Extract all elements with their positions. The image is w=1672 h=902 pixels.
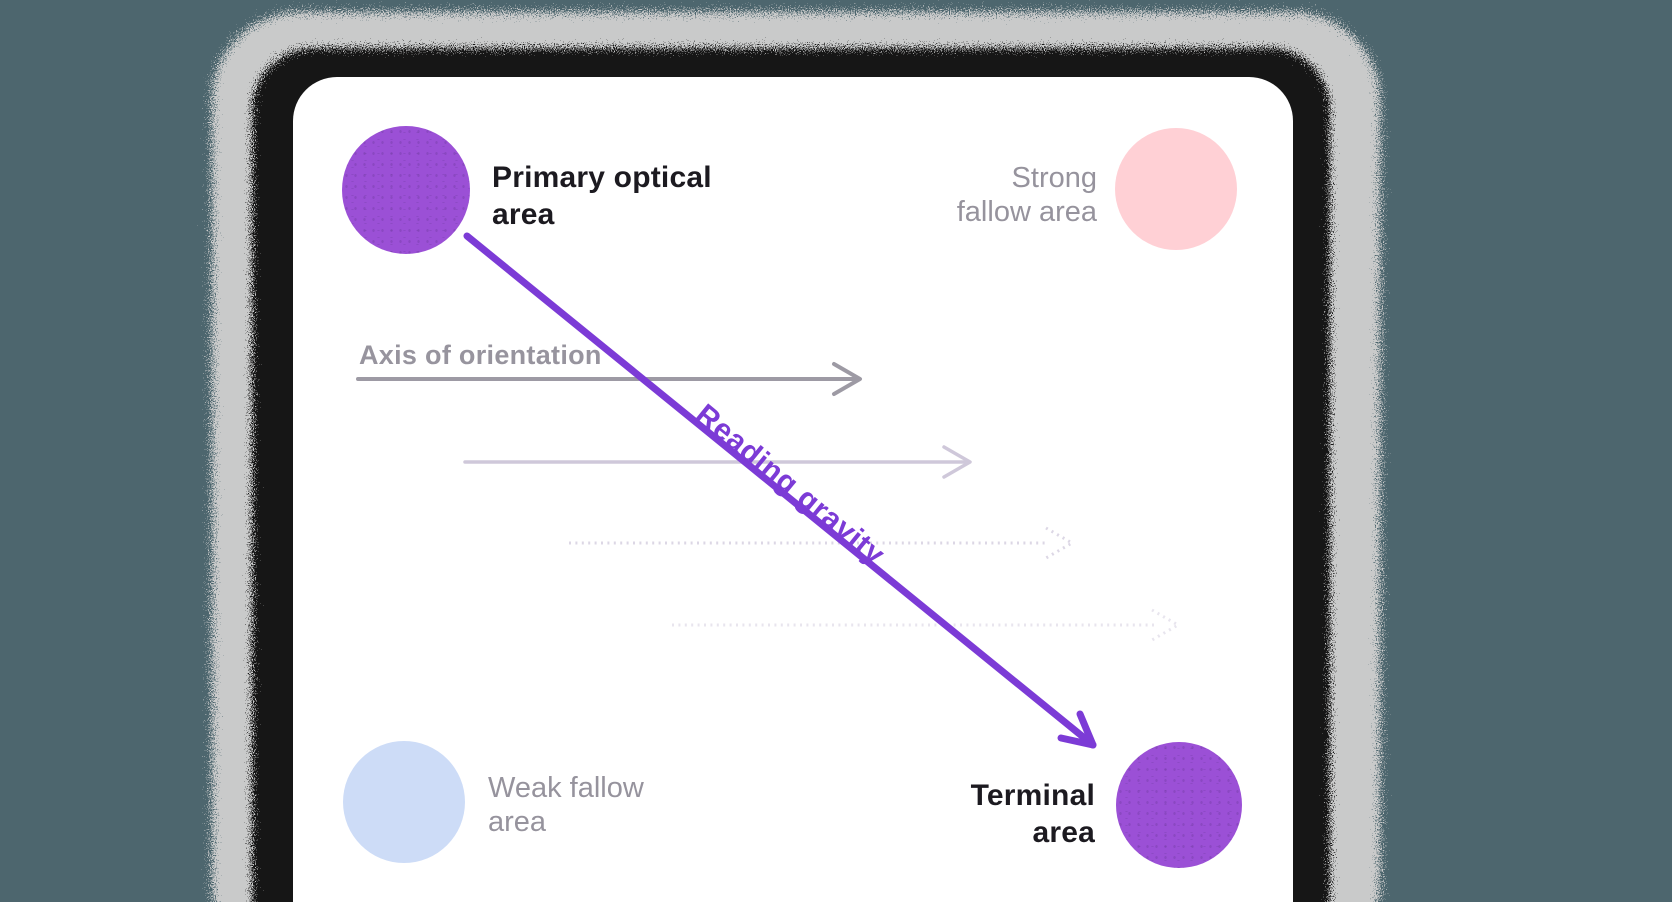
- axis-of-orientation-label: Axis of orientation: [359, 340, 602, 370]
- weak-fallow-label-line2: area: [488, 806, 547, 838]
- strong-fallow-label: Strong fallow area: [957, 161, 1097, 229]
- primary-optical-label: Primary optical area: [492, 159, 712, 233]
- terminal-label: Terminal area: [971, 777, 1095, 851]
- strong-fallow-circle: [1115, 128, 1237, 250]
- axis-arrow-4: [672, 608, 1180, 642]
- arrows-layer: [356, 232, 1180, 749]
- axis-arrow-2: [463, 445, 972, 479]
- axis-arrow-1: [356, 362, 862, 396]
- weak-fallow-label-line1: Weak fallow: [488, 772, 644, 804]
- terminal-label-line1: Terminal: [970, 779, 1095, 812]
- weak-fallow-circle: [343, 741, 465, 863]
- primary-optical-label-line1: Primary optical: [492, 161, 712, 194]
- strong-fallow-label-line1: Strong: [1011, 162, 1097, 194]
- primary-optical-circle: [342, 126, 470, 254]
- terminal-circle: [1116, 742, 1242, 868]
- strong-fallow-label-line2: fallow area: [956, 196, 1097, 228]
- weak-fallow-label: Weak fallow area: [488, 771, 644, 839]
- primary-optical-label-line2: area: [492, 198, 555, 231]
- terminal-label-line2: area: [1032, 816, 1095, 849]
- diagram-card: Primary optical area Strong fallow area …: [293, 77, 1293, 902]
- reading-gravity-arrow: [463, 232, 1097, 749]
